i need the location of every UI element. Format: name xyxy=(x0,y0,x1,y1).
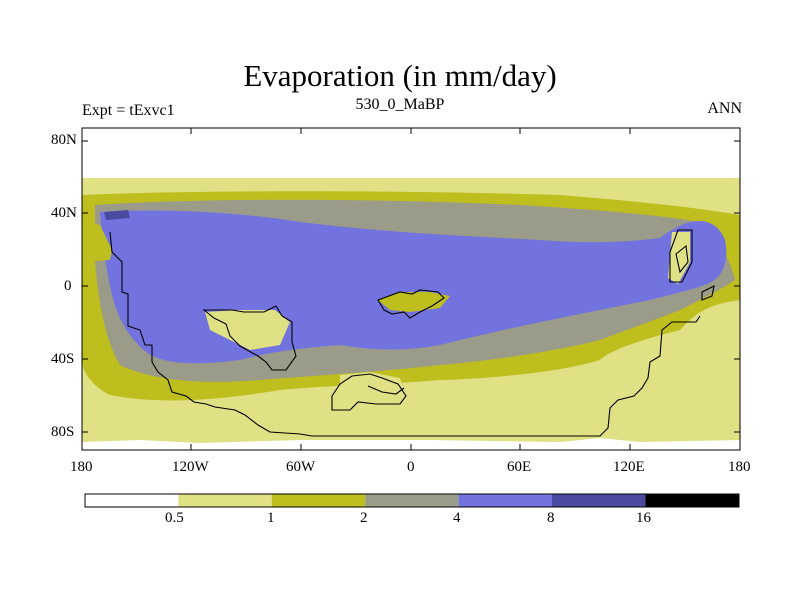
colorbar-swatch-05-1 xyxy=(178,494,272,507)
colorbar-swatch-lt05 xyxy=(85,494,179,507)
lon-label-60w: 60W xyxy=(286,459,316,475)
lon-label-0: 0 xyxy=(407,459,415,475)
experiment-label: Expt = tExvc1 xyxy=(82,102,175,119)
contour-band-8-16 xyxy=(104,210,130,220)
colorbar-swatch-1-2 xyxy=(271,494,366,507)
lon-label-120w: 120W xyxy=(172,459,209,475)
coastline-southern-island xyxy=(331,373,407,411)
lat-label-40n: 40N xyxy=(51,205,77,221)
coastline-east-landmass xyxy=(669,229,693,283)
colorbar-label-1: 1 xyxy=(267,510,275,526)
coastlines xyxy=(109,229,715,437)
contour-land-patch-equatorial xyxy=(378,292,450,312)
colorbar-label-16: 16 xyxy=(636,510,651,526)
period-label: 530_0_MaBP xyxy=(355,96,445,113)
coastline-southern-island-b xyxy=(367,385,405,395)
plot-title: Evaporation (in mm/day) xyxy=(243,58,557,93)
colorbar xyxy=(84,493,740,508)
lon-ticks xyxy=(81,128,741,450)
colorbar-frame xyxy=(84,493,740,508)
coastline-inner-sea xyxy=(202,305,297,371)
lon-label-60e: 60E xyxy=(507,459,532,475)
contour-land-patch-gondwana xyxy=(205,310,290,350)
colorbar-label-8: 8 xyxy=(547,510,555,526)
colorbar-label-0.5: 0.5 xyxy=(165,510,184,526)
contour-land-patch-east xyxy=(668,232,690,284)
lon-label-180w: 180 xyxy=(70,459,93,475)
lat-label-80n: 80N xyxy=(51,132,77,148)
lat-label-80s: 80S xyxy=(51,424,75,440)
season-label: ANN xyxy=(707,100,742,117)
colorbar-label-4: 4 xyxy=(453,510,461,526)
lat-ticks xyxy=(82,140,740,433)
lat-label-40s: 40S xyxy=(51,351,75,367)
contour-land-patch-south xyxy=(340,372,405,402)
map-field xyxy=(82,128,740,450)
lon-label-120e: 120E xyxy=(613,459,645,475)
coastline-equatorial-island xyxy=(377,289,445,319)
colorbar-swatch-4-8 xyxy=(458,494,552,507)
contour-land-patch-east-west xyxy=(82,220,112,262)
lat-label-0: 0 xyxy=(64,278,72,294)
coastline-east-landmass-b xyxy=(675,244,689,274)
colorbar-swatch-gt16 xyxy=(645,494,739,507)
colorbar-swatch-8-16 xyxy=(552,494,646,507)
colorbar-swatch-2-4 xyxy=(365,494,459,507)
coastline-east-edge xyxy=(701,285,715,301)
colorbar-label-2: 2 xyxy=(360,510,368,526)
lon-label-180e: 180 xyxy=(728,459,751,475)
coastline-main-continent xyxy=(109,231,701,437)
